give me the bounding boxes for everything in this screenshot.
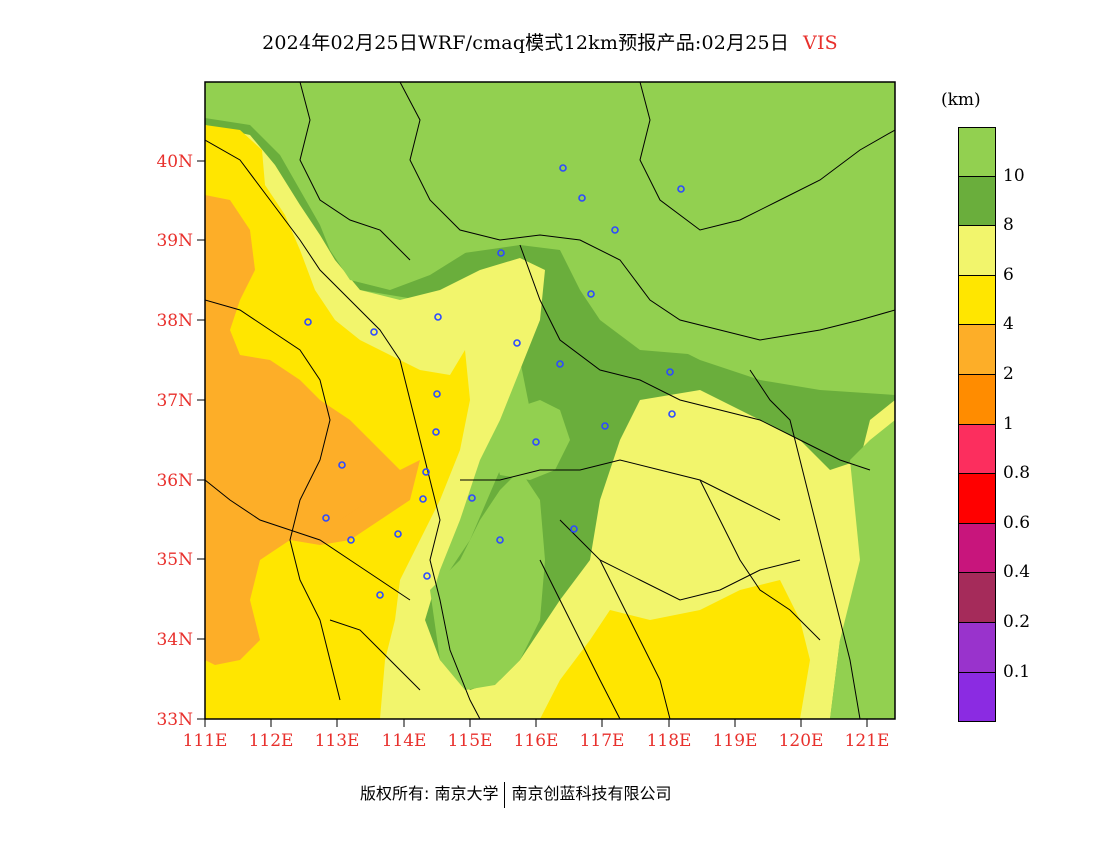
lon-label: 118E xyxy=(647,731,692,751)
city-marker xyxy=(347,536,355,544)
company-text: 南京创蓝科技有限公司 xyxy=(511,784,672,803)
city-marker xyxy=(513,339,521,347)
lon-label: 116E xyxy=(514,731,559,751)
legend-label: 10 xyxy=(1003,165,1025,186)
city-marker xyxy=(677,185,685,193)
footer: 版权所有: 南京大学 南京创蓝科技有限公司 xyxy=(360,780,672,808)
city-marker xyxy=(338,461,346,469)
title-text: 2024年02月25日WRF/cmaq模式12km预报产品:02月25日 xyxy=(262,32,790,54)
legend-label: 2 xyxy=(1003,364,1014,384)
city-markers xyxy=(304,164,685,599)
legend-swatch xyxy=(958,226,996,276)
city-marker xyxy=(394,530,402,538)
city-marker xyxy=(611,226,619,234)
city-marker xyxy=(556,360,564,368)
city-marker xyxy=(423,572,431,580)
lon-label: 117E xyxy=(580,731,625,751)
lon-label: 115E xyxy=(448,731,493,751)
legend-label: 6 xyxy=(1003,264,1014,285)
legend-swatch xyxy=(958,176,996,227)
green-corridor-north xyxy=(490,400,570,480)
legend-swatch xyxy=(958,325,996,375)
lat-label: 39N xyxy=(156,231,193,251)
legend-label: 0.1 xyxy=(1003,661,1031,682)
legend-label: 0.8 xyxy=(1003,463,1031,484)
legend-label: 8 xyxy=(1003,215,1014,236)
city-marker xyxy=(419,495,427,503)
lon-label: 113E xyxy=(315,731,360,751)
legend-label: 0.4 xyxy=(1003,562,1031,583)
band-2-4-east xyxy=(265,400,385,525)
axis-ticks xyxy=(197,160,868,727)
copyright-text: 版权所有: 南京大学 xyxy=(360,784,499,803)
city-marker xyxy=(601,422,609,430)
city-marker xyxy=(468,494,476,502)
legend-swatch xyxy=(958,523,996,574)
footer-divider xyxy=(504,781,506,808)
color-legend xyxy=(958,127,996,723)
city-marker xyxy=(587,290,595,298)
band-4-6-south xyxy=(540,580,810,719)
lat-label: 37N xyxy=(156,391,193,411)
legend-swatch xyxy=(958,622,996,673)
legend-unit: (km) xyxy=(941,90,981,110)
city-marker xyxy=(422,468,430,476)
legend-label: 0.2 xyxy=(1003,612,1031,632)
city-marker xyxy=(570,525,578,533)
city-marker xyxy=(497,249,505,257)
lon-label: 120E xyxy=(779,731,824,751)
variable-label: VIS xyxy=(803,32,838,54)
legend-label: 1 xyxy=(1003,413,1014,434)
city-marker xyxy=(666,368,674,376)
city-marker xyxy=(496,536,504,544)
lon-label: 114E xyxy=(382,731,427,751)
city-marker xyxy=(370,328,378,336)
city-marker xyxy=(322,514,330,522)
boundaries xyxy=(205,82,895,719)
city-marker xyxy=(559,164,567,172)
city-marker xyxy=(578,194,586,202)
lat-label: 38N xyxy=(156,311,193,331)
city-marker xyxy=(433,390,441,398)
lat-label: 36N xyxy=(156,471,193,491)
city-marker xyxy=(376,591,384,599)
legend-swatch xyxy=(958,127,996,177)
legend-swatch xyxy=(958,474,996,524)
city-marker xyxy=(532,438,540,446)
lon-label: 111E xyxy=(183,731,228,751)
city-marker xyxy=(304,318,312,326)
city-marker xyxy=(434,313,442,321)
green-north-east xyxy=(205,82,895,385)
legend-swatch xyxy=(958,573,996,623)
visibility-field xyxy=(205,82,895,719)
city-marker xyxy=(432,428,440,436)
legend-label: 0.6 xyxy=(1003,512,1031,533)
lat-labels: 40N 39N 38N 37N 36N 35N 34N 33N xyxy=(156,152,193,730)
map-title: 2024年02月25日WRF/cmaq模式12km预报产品:02月25日 VIS xyxy=(0,28,1100,55)
lon-labels: 111E 112E 113E 114E 115E 116E 117E 118E … xyxy=(183,731,890,751)
lon-label: 112E xyxy=(249,731,294,751)
lat-label: 33N xyxy=(156,710,193,730)
lon-label: 119E xyxy=(713,731,758,751)
legend-swatch xyxy=(958,672,996,723)
legend-swatch xyxy=(958,424,996,475)
legend-label: 4 xyxy=(1003,314,1014,335)
lat-label: 40N xyxy=(156,152,193,172)
legend-swatch xyxy=(958,275,996,326)
green-corridor xyxy=(430,470,545,690)
lat-label: 34N xyxy=(156,630,193,650)
lon-label: 121E xyxy=(845,731,890,751)
legend-swatch xyxy=(958,374,996,425)
lat-label: 35N xyxy=(156,550,193,570)
city-marker xyxy=(668,410,676,418)
